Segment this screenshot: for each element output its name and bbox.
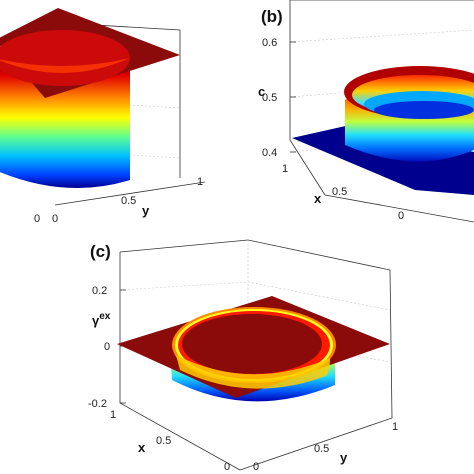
panel-a-surface xyxy=(0,8,180,188)
c-tick-y-0: 0 xyxy=(253,461,259,473)
b-xlabel: x xyxy=(314,191,322,206)
c-tick-x-1: 1 xyxy=(110,409,116,421)
c-xlabel: x xyxy=(138,440,146,455)
a-tick-y-0.5: 0.5 xyxy=(121,195,136,207)
b-tick-x-1: 1 xyxy=(282,163,288,175)
panel-c-surface xyxy=(117,296,390,402)
a-tick-y-1: 1 xyxy=(197,176,203,188)
panel-a: 0 0.5 1 0 y xyxy=(0,8,205,225)
c-tick-y-1: 1 xyxy=(392,421,398,433)
panel-label-c: (c) xyxy=(90,242,111,261)
b-tick-z-0.6: 0.6 xyxy=(262,37,277,49)
b-tick-x-0.5: 0.5 xyxy=(332,186,347,198)
c-tick-x-0.5: 0.5 xyxy=(156,435,171,447)
c-tick-z-0: 0 xyxy=(104,341,110,353)
c-ylabel: y xyxy=(340,450,348,465)
c-zlabel-sup: ex xyxy=(99,311,111,322)
panel-b-ticks: 0.6 0.5 0.4 1 0.5 0 x c xyxy=(258,37,404,222)
panel-a-ticks: 0 0.5 1 0 y xyxy=(34,176,203,225)
panel-c: (c) xyxy=(88,239,398,473)
panel-c-ticks: 0.2 0 -0.2 1 0.5 0 0 0.5 1 x y γex xyxy=(88,285,398,473)
c-tick-y-0.5: 0.5 xyxy=(314,443,329,455)
b-tick-z-0.4: 0.4 xyxy=(262,147,277,159)
b-zlabel: c xyxy=(258,84,265,99)
b-tick-x-0: 0 xyxy=(398,210,404,222)
a-tick-x-0: 0 xyxy=(34,213,40,225)
a-ylabel: y xyxy=(142,203,150,218)
c-zlabel: γex xyxy=(92,311,111,328)
panel-c-box xyxy=(119,239,393,471)
a-tick-y-0: 0 xyxy=(52,213,58,225)
c-tick-z--0.2: -0.2 xyxy=(88,398,107,410)
panel-b: (b) 0.6 0.5 0.4 1 xyxy=(258,0,474,223)
c-zlabel-main: γ xyxy=(92,313,100,328)
b-tick-z-0.5: 0.5 xyxy=(262,92,277,104)
panel-b-surface xyxy=(292,66,474,195)
c-tick-x-0: 0 xyxy=(224,461,230,473)
panel-label-b: (b) xyxy=(261,7,283,26)
c-tick-z-0.2: 0.2 xyxy=(92,285,107,297)
